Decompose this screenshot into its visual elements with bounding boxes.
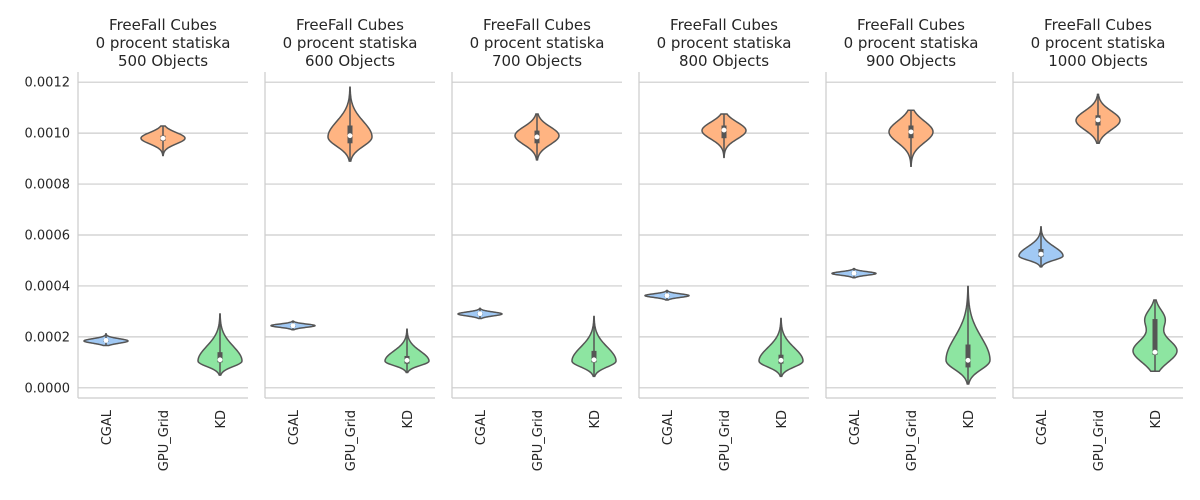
y-tick-label: 0.0000 [25, 381, 71, 396]
panel-title-line: 700 Objects [492, 52, 582, 70]
x-tick-label: KD [1149, 410, 1164, 429]
x-tick-label: CGAL [661, 409, 676, 445]
panel-title-line: FreeFall Cubes [857, 16, 965, 34]
x-tick-label: CGAL [474, 409, 489, 445]
y-tick-label: 0.0004 [25, 279, 71, 294]
x-tick-label: GPU_Grid [1092, 410, 1107, 471]
x-tick-label: KD [775, 410, 790, 429]
x-tick-label: KD [962, 410, 977, 429]
violin-median [965, 357, 971, 363]
y-tick-label: 0.0002 [25, 330, 71, 345]
x-tick-label: KD [401, 410, 416, 429]
violin-median [591, 357, 597, 363]
panel-title-line: 0 procent statiska [283, 34, 418, 52]
panel-title-line: FreeFall Cubes [483, 16, 591, 34]
panel-title-line: 800 Objects [679, 52, 769, 70]
violin-median [534, 134, 540, 140]
x-tick-label: CGAL [848, 409, 863, 445]
x-tick-label: KD [214, 410, 229, 429]
violin-median [908, 129, 914, 135]
y-tick-label: 0.0008 [25, 178, 71, 193]
x-tick-label: GPU_Grid [718, 410, 733, 471]
y-tick-label: 0.0006 [25, 229, 71, 244]
x-tick-label: CGAL [287, 409, 302, 445]
x-tick-label: GPU_Grid [344, 410, 359, 471]
violin-median [290, 323, 296, 329]
violin-median [721, 127, 727, 133]
panel-title-line: 900 Objects [866, 52, 956, 70]
y-tick-label: 0.0010 [25, 127, 71, 142]
violin-median [664, 293, 670, 299]
violin-median [103, 338, 109, 343]
violin-median [1095, 117, 1101, 123]
panel-title-line: FreeFall Cubes [670, 16, 778, 34]
panel-title-line: 600 Objects [305, 52, 395, 70]
panel-title-line: 500 Objects [118, 52, 208, 70]
violin-median [778, 357, 784, 363]
panel-title-line: 0 procent statiska [1031, 34, 1166, 52]
panel-title-line: FreeFall Cubes [1044, 16, 1152, 34]
x-tick-label: GPU_Grid [905, 410, 920, 471]
panel-title-line: FreeFall Cubes [296, 16, 404, 34]
violin-median [851, 270, 857, 276]
x-tick-label: GPU_Grid [531, 410, 546, 471]
x-tick-label: KD [588, 410, 603, 429]
panel-title-line: 1000 Objects [1048, 52, 1148, 70]
panel-title-line: 0 procent statiska [844, 34, 979, 52]
violin-median [217, 357, 223, 363]
violin-median [1038, 251, 1044, 257]
violin-median [347, 133, 353, 139]
panel-title-line: 0 procent statiska [657, 34, 792, 52]
y-tick-label: 0.0012 [25, 76, 71, 91]
panel-title-line: 0 procent statiska [96, 34, 231, 52]
panel-title-line: 0 procent statiska [470, 34, 605, 52]
panel-title-line: FreeFall Cubes [109, 16, 217, 34]
violin-median [160, 135, 166, 141]
x-tick-label: GPU_Grid [157, 410, 172, 471]
violin-median [1152, 349, 1158, 355]
x-tick-label: CGAL [1035, 409, 1050, 445]
violin-median [477, 311, 483, 317]
violin-median [404, 357, 410, 363]
x-tick-label: CGAL [100, 409, 115, 445]
